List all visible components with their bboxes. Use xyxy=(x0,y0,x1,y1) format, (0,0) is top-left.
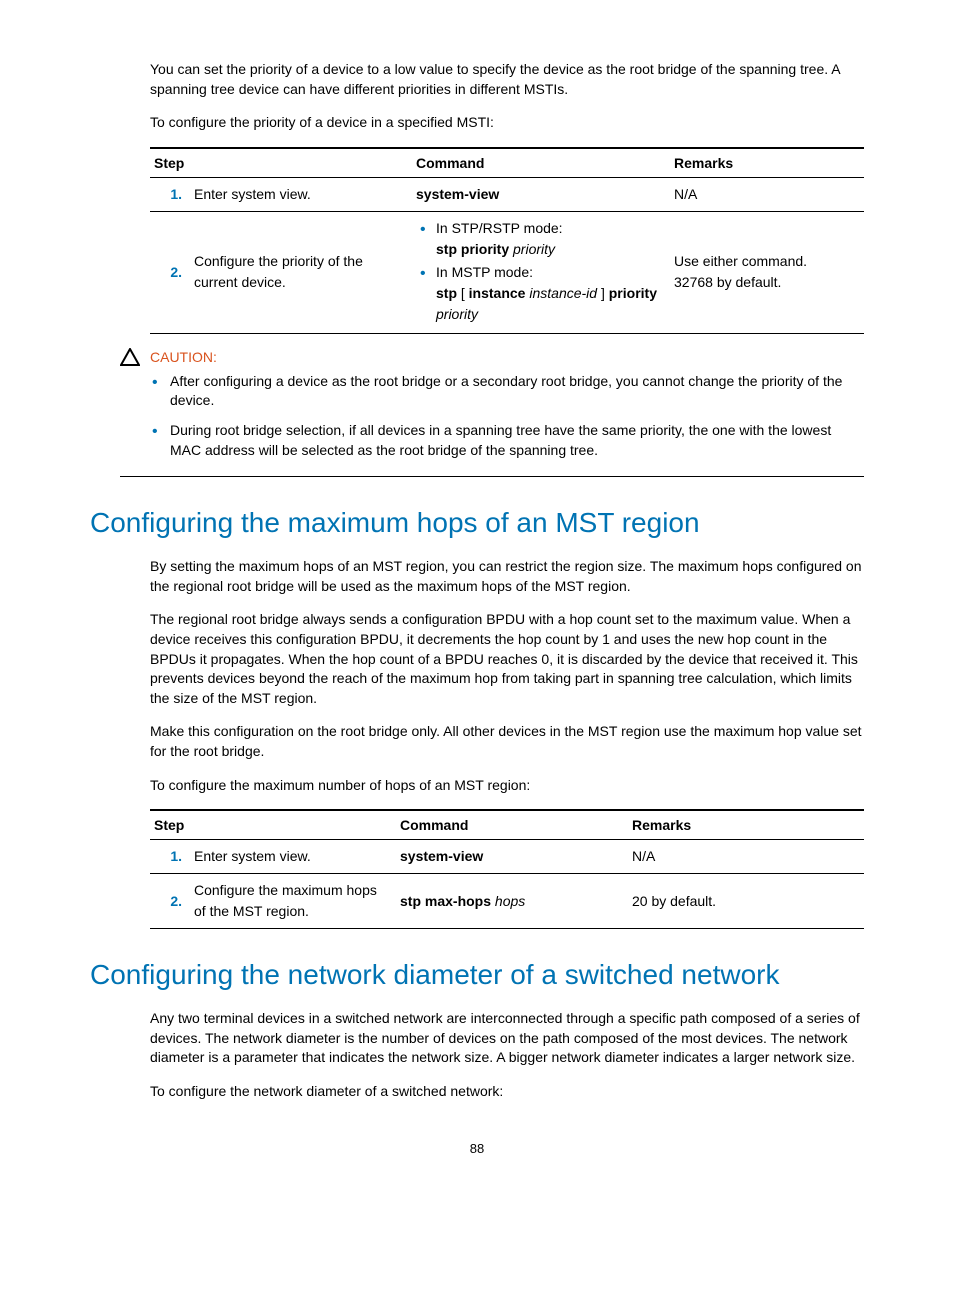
step-desc: Configure the priority of the current de… xyxy=(190,211,412,333)
cmd-bold: instance xyxy=(469,285,526,301)
section-heading-max-hops: Configuring the maximum hops of an MST r… xyxy=(90,507,864,539)
body-p: To configure the maximum number of hops … xyxy=(150,776,864,796)
step-rem: N/A xyxy=(628,840,864,874)
intro-p1: You can set the priority of a device to … xyxy=(150,60,864,99)
caution-label: CAUTION: xyxy=(150,349,217,365)
col-rem: Remarks xyxy=(670,148,864,178)
cmd-bold: priority xyxy=(609,285,657,301)
step-num: 2. xyxy=(150,211,190,333)
step-desc: Configure the maximum hops of the MST re… xyxy=(190,874,396,929)
col-step: Step xyxy=(150,810,396,840)
cmd-label: In MSTP mode: xyxy=(436,264,533,280)
step-num: 1. xyxy=(150,840,190,874)
priority-table: Step Command Remarks 1. Enter system vie… xyxy=(150,147,864,334)
intro-p2: To configure the priority of a device in… xyxy=(150,113,864,133)
section-heading-network-diameter: Configuring the network diameter of a sw… xyxy=(90,959,864,991)
max-hops-table: Step Command Remarks 1. Enter system vie… xyxy=(150,809,864,929)
cmd-label: In STP/RSTP mode: xyxy=(436,220,563,236)
caution-item: After configuring a device as the root b… xyxy=(148,372,864,411)
caution-item: During root bridge selection, if all dev… xyxy=(148,421,864,460)
step-rem: N/A xyxy=(670,177,864,211)
step-num: 1. xyxy=(150,177,190,211)
cmd-bold: stp max-hops xyxy=(400,893,491,909)
cmd-bold: stp xyxy=(436,285,457,301)
cmd-ital: priority xyxy=(436,306,478,322)
cmd-text: ] xyxy=(597,285,609,301)
step-cmd: stp max-hops hops xyxy=(396,874,628,929)
caution-icon xyxy=(120,348,140,366)
max-hops-body: By setting the maximum hops of an MST re… xyxy=(150,557,864,929)
rem-line: 32768 by default. xyxy=(674,274,781,290)
table-row: 2. Configure the maximum hops of the MST… xyxy=(150,874,864,929)
cmd-item: In MSTP mode: stp [ instance instance-id… xyxy=(416,262,662,325)
table-row: 1. Enter system view. system-view N/A xyxy=(150,840,864,874)
cmd-ital: priority xyxy=(513,241,555,257)
col-cmd: Command xyxy=(412,148,670,178)
cmd-bold: stp priority xyxy=(436,241,509,257)
cmd-item: In STP/RSTP mode: stp priority priority xyxy=(416,218,662,260)
step-desc: Enter system view. xyxy=(190,177,412,211)
col-cmd: Command xyxy=(396,810,628,840)
cmd-bold: system-view xyxy=(400,848,483,864)
caution-block: CAUTION: After configuring a device as t… xyxy=(120,348,864,477)
body-p: To configure the network diameter of a s… xyxy=(150,1082,864,1102)
step-cmd: system-view xyxy=(412,177,670,211)
body-p: Any two terminal devices in a switched n… xyxy=(150,1009,864,1068)
step-rem: Use either command. 32768 by default. xyxy=(670,211,864,333)
step-rem: 20 by default. xyxy=(628,874,864,929)
cmd-ital: hops xyxy=(495,893,525,909)
cmd-text: [ xyxy=(457,285,469,301)
table-header-row: Step Command Remarks xyxy=(150,810,864,840)
cmd-text: system-view xyxy=(416,186,499,202)
body-p: The regional root bridge always sends a … xyxy=(150,610,864,708)
table-row: 2. Configure the priority of the current… xyxy=(150,211,864,333)
intro-block: You can set the priority of a device to … xyxy=(150,60,864,334)
cmd-ital: instance-id xyxy=(529,285,597,301)
step-desc: Enter system view. xyxy=(190,840,396,874)
rem-line: Use either command. xyxy=(674,253,807,269)
table-row: 1. Enter system view. system-view N/A xyxy=(150,177,864,211)
step-num: 2. xyxy=(150,874,190,929)
col-step: Step xyxy=(150,148,412,178)
step-cmd: In STP/RSTP mode: stp priority priority … xyxy=(412,211,670,333)
col-rem: Remarks xyxy=(628,810,864,840)
body-p: Make this configuration on the root brid… xyxy=(150,722,864,761)
page-number: 88 xyxy=(90,1141,864,1156)
step-cmd: system-view xyxy=(396,840,628,874)
table-header-row: Step Command Remarks xyxy=(150,148,864,178)
network-diameter-body: Any two terminal devices in a switched n… xyxy=(150,1009,864,1101)
body-p: By setting the maximum hops of an MST re… xyxy=(150,557,864,596)
